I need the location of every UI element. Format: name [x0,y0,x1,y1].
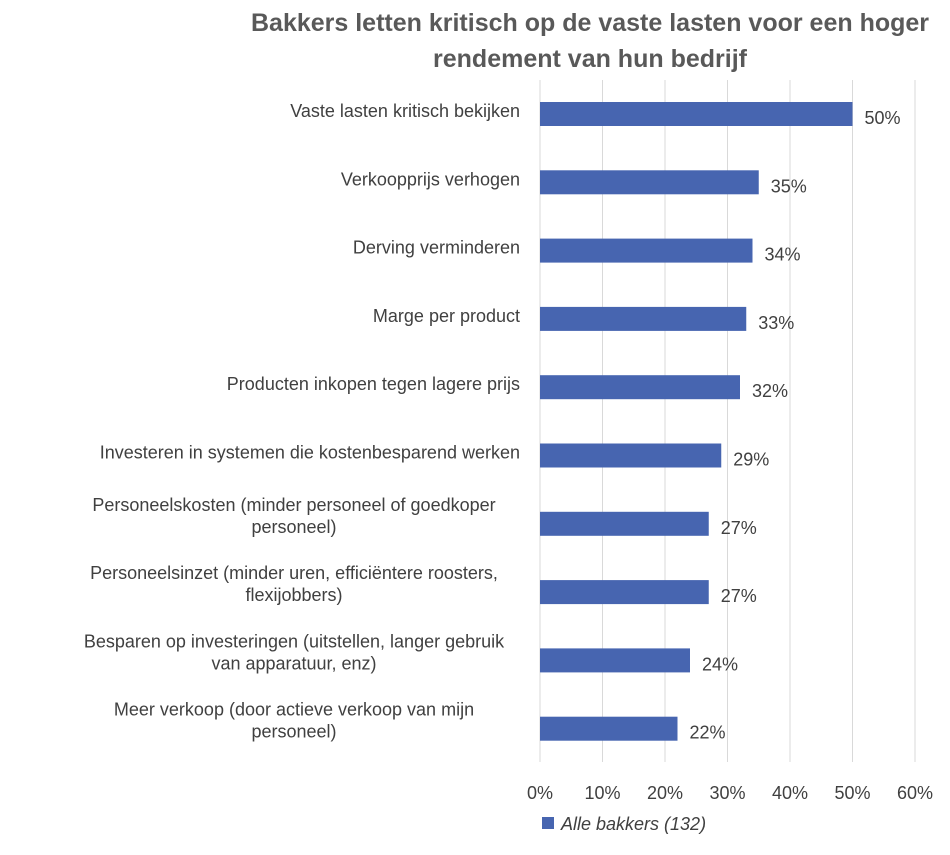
x-tick-label: 50% [834,783,870,803]
data-label: 24% [702,654,738,674]
category-label: flexijobbers) [245,585,342,605]
category-label: Investeren in systemen die kostenbespare… [100,443,520,463]
category-label: van apparatuur, enz) [211,653,376,673]
data-labels: 50% 35% 34% 33% 32% 29% 27% 27% 24% 22% [690,108,901,743]
data-label: 29% [733,450,769,470]
category-label: Meer verkoop (door actieve verkoop van m… [114,700,474,720]
bar [540,102,853,126]
category-label: Producten inkopen tegen lagere prijs [227,374,520,394]
category-label: Vaste lasten kritisch bekijken [290,101,520,121]
bar [540,580,709,605]
category-label: Besparen op investeringen (uitstellen, l… [84,631,505,651]
data-label: 22% [690,723,726,743]
x-tick-label: 30% [709,783,745,803]
x-tick-label: 20% [647,783,683,803]
data-label: 32% [752,381,788,401]
legend-label: Alle bakkers (132) [560,814,706,834]
bar [540,170,759,195]
data-label: 50% [865,108,901,128]
data-label: 27% [721,586,757,606]
bar [540,375,740,400]
data-label: 27% [721,518,757,538]
category-label: Verkoopprijs verhogen [341,169,520,189]
data-label: 33% [758,313,794,333]
x-tick-label: 40% [772,783,808,803]
x-axis-tick-labels: 0% 10% 20% 30% 40% 50% 60% [527,783,933,803]
x-tick-label: 60% [897,783,933,803]
data-label: 34% [765,245,801,265]
bars [540,102,853,741]
x-tick-label: 10% [584,783,620,803]
category-label: Personeelsinzet (minder uren, efficiënte… [90,563,498,583]
category-label: Personeelskosten (minder personeel of go… [92,495,495,515]
legend: Alle bakkers (132) [542,814,706,834]
chart-title-line: rendement van hun bedrijf [433,45,748,73]
chart-title-line: Bakkers letten kritisch op de vaste last… [251,9,929,37]
bar [540,648,690,673]
x-tick-label: 0% [527,783,553,803]
chart-title: Bakkers letten kritisch op de vaste last… [251,9,929,73]
category-label: Derving verminderen [353,238,520,258]
category-label: personeel) [251,722,336,742]
bar [540,716,678,741]
data-label: 35% [771,176,807,196]
bar [540,238,753,263]
legend-swatch [542,817,554,829]
category-labels: Vaste lasten kritisch bekijken Verkooppri… [84,101,520,742]
bar [540,306,747,331]
category-label: Marge per product [373,306,520,326]
category-label: personeel) [251,517,336,537]
bar [540,443,722,468]
bar [540,511,709,536]
